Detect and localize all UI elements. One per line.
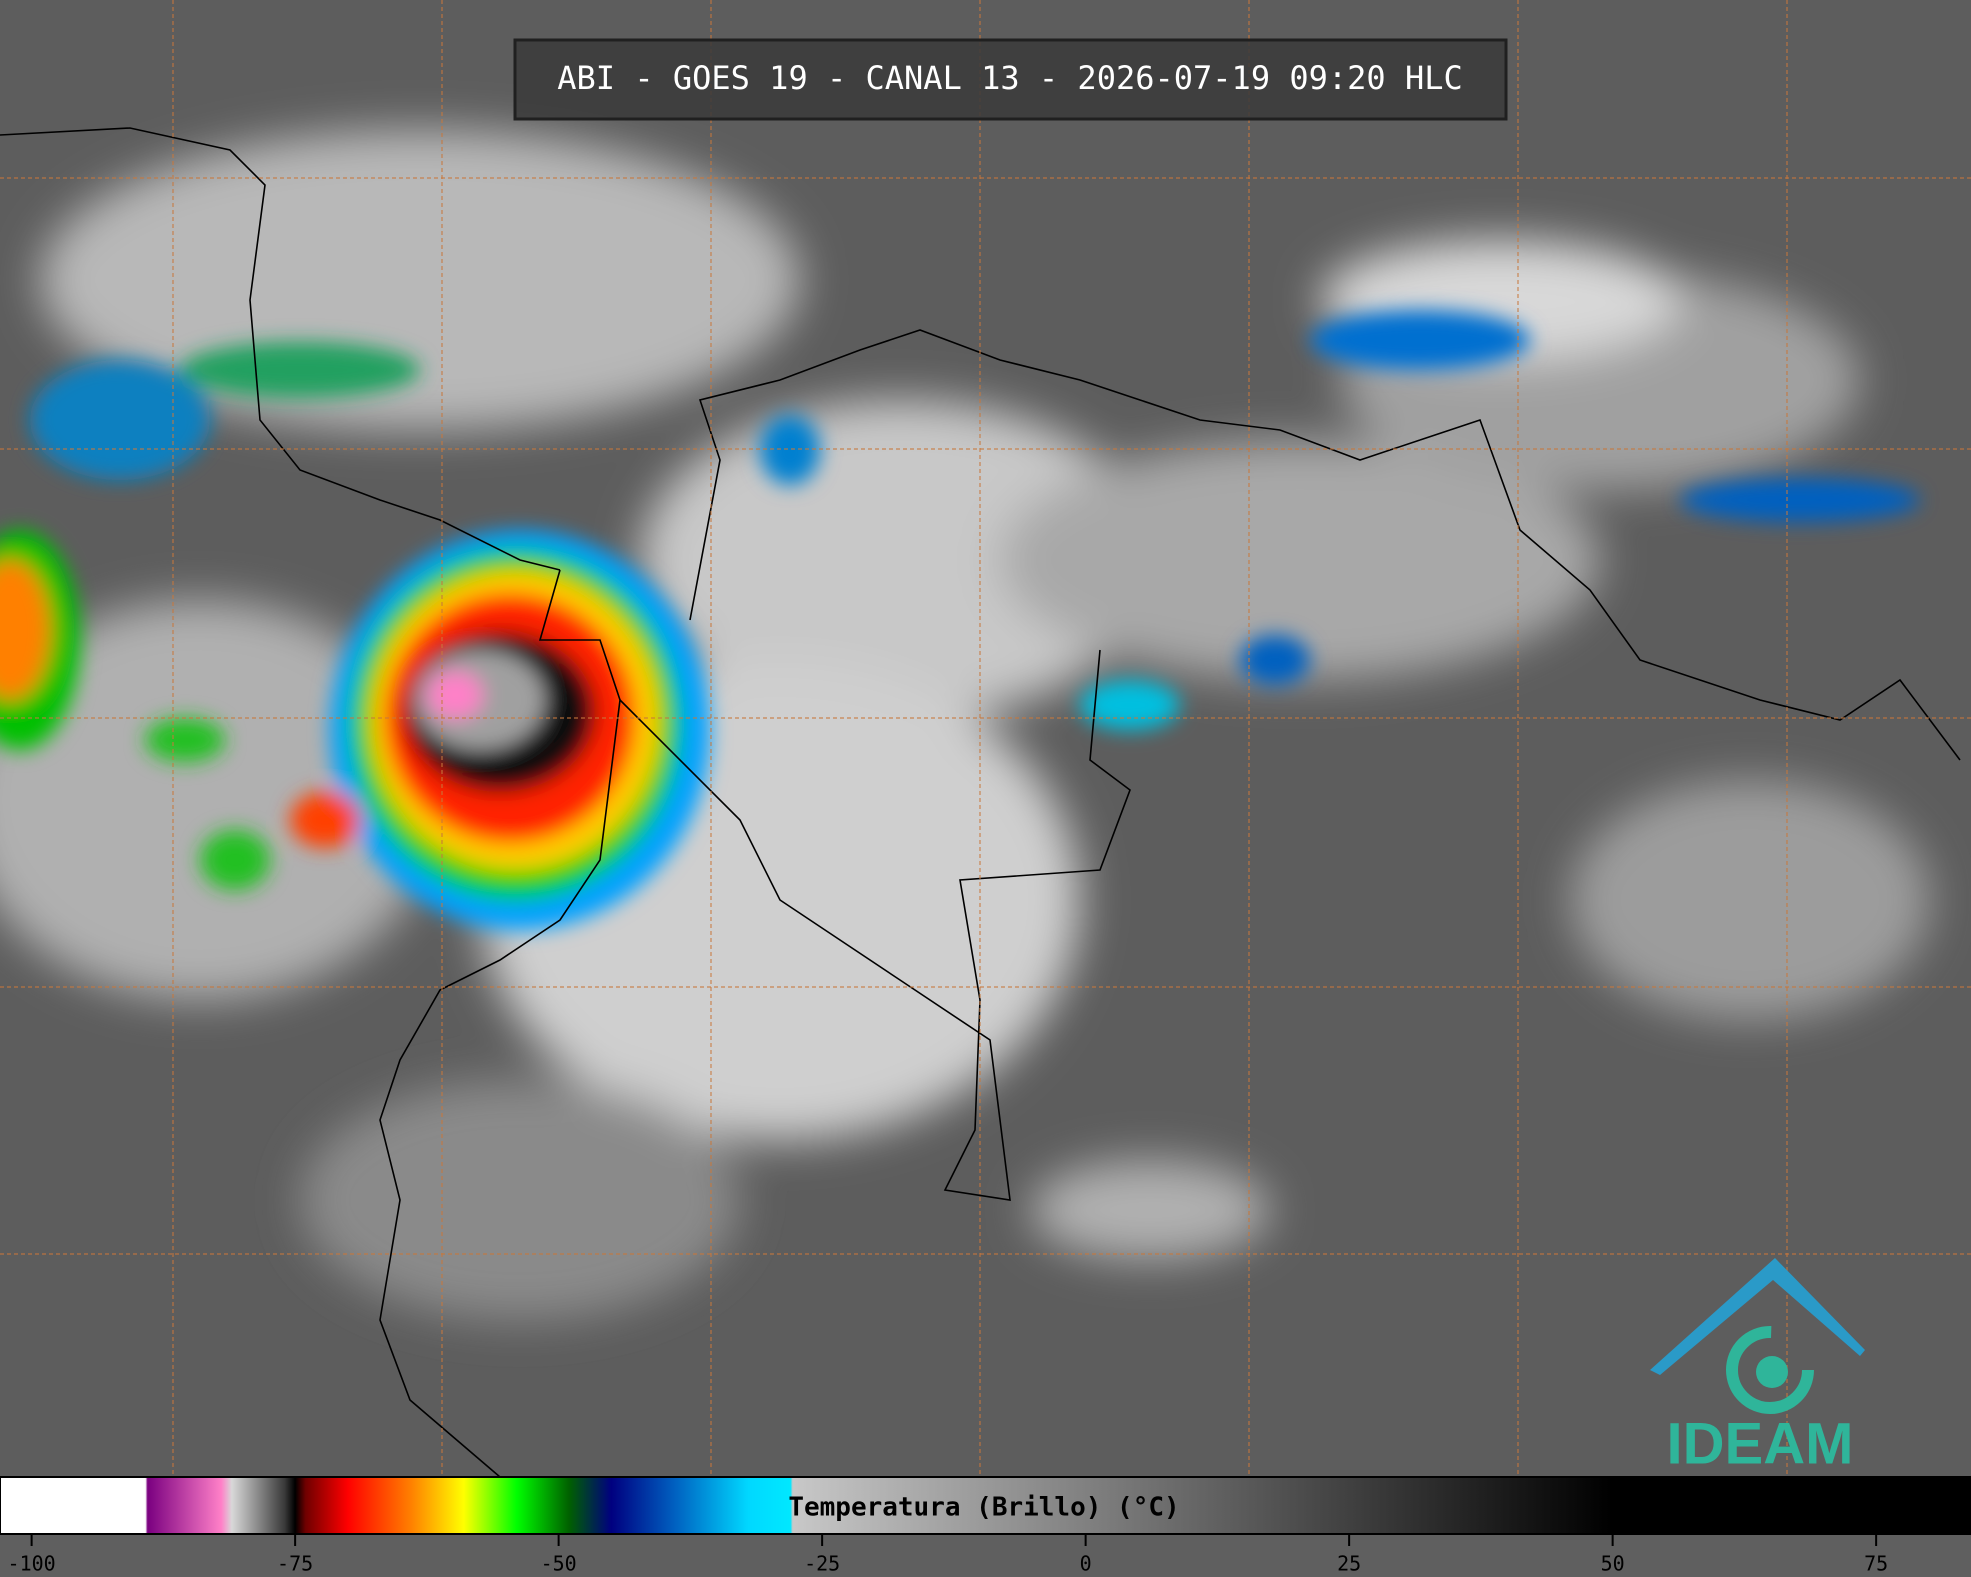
colorbar: Temperatura (Brillo) (°C) -100 -75 -50 -25 0… [0, 1476, 1971, 1576]
colorbar-tick-label: -100 [8, 1552, 56, 1576]
graticule [0, 0, 1971, 1477]
title-box: ABI - GOES 19 - CANAL 13 - 2026-07-19 09… [513, 38, 1508, 121]
title-background [513, 38, 1508, 121]
colorbar-gradient [0, 1476, 1971, 1535]
logo-text: IDEAM [1667, 1411, 1854, 1476]
coastlines [0, 127, 1961, 1478]
imagery [0, 0, 1971, 1478]
colorbar-tick-label: 75 [1864, 1552, 1888, 1576]
colorbar-tick-label: -75 [277, 1552, 313, 1576]
colorbar-label: Temperatura (Brillo) (°C) [788, 1493, 1179, 1523]
colorbar-tick-label: -50 [541, 1552, 577, 1576]
colorbar-tick-label: -25 [804, 1552, 840, 1576]
title: ABI - GOES 19 - CANAL 13 - 2026-07-19 09… [557, 59, 1462, 97]
colorbar-tick-label: 0 [1080, 1552, 1092, 1576]
logo: IDEAM [1650, 1258, 1865, 1476]
colorbar-tick-label: 50 [1601, 1552, 1625, 1576]
colorbar-tick-label: 25 [1337, 1552, 1361, 1576]
convective-systems [0, 310, 1920, 930]
